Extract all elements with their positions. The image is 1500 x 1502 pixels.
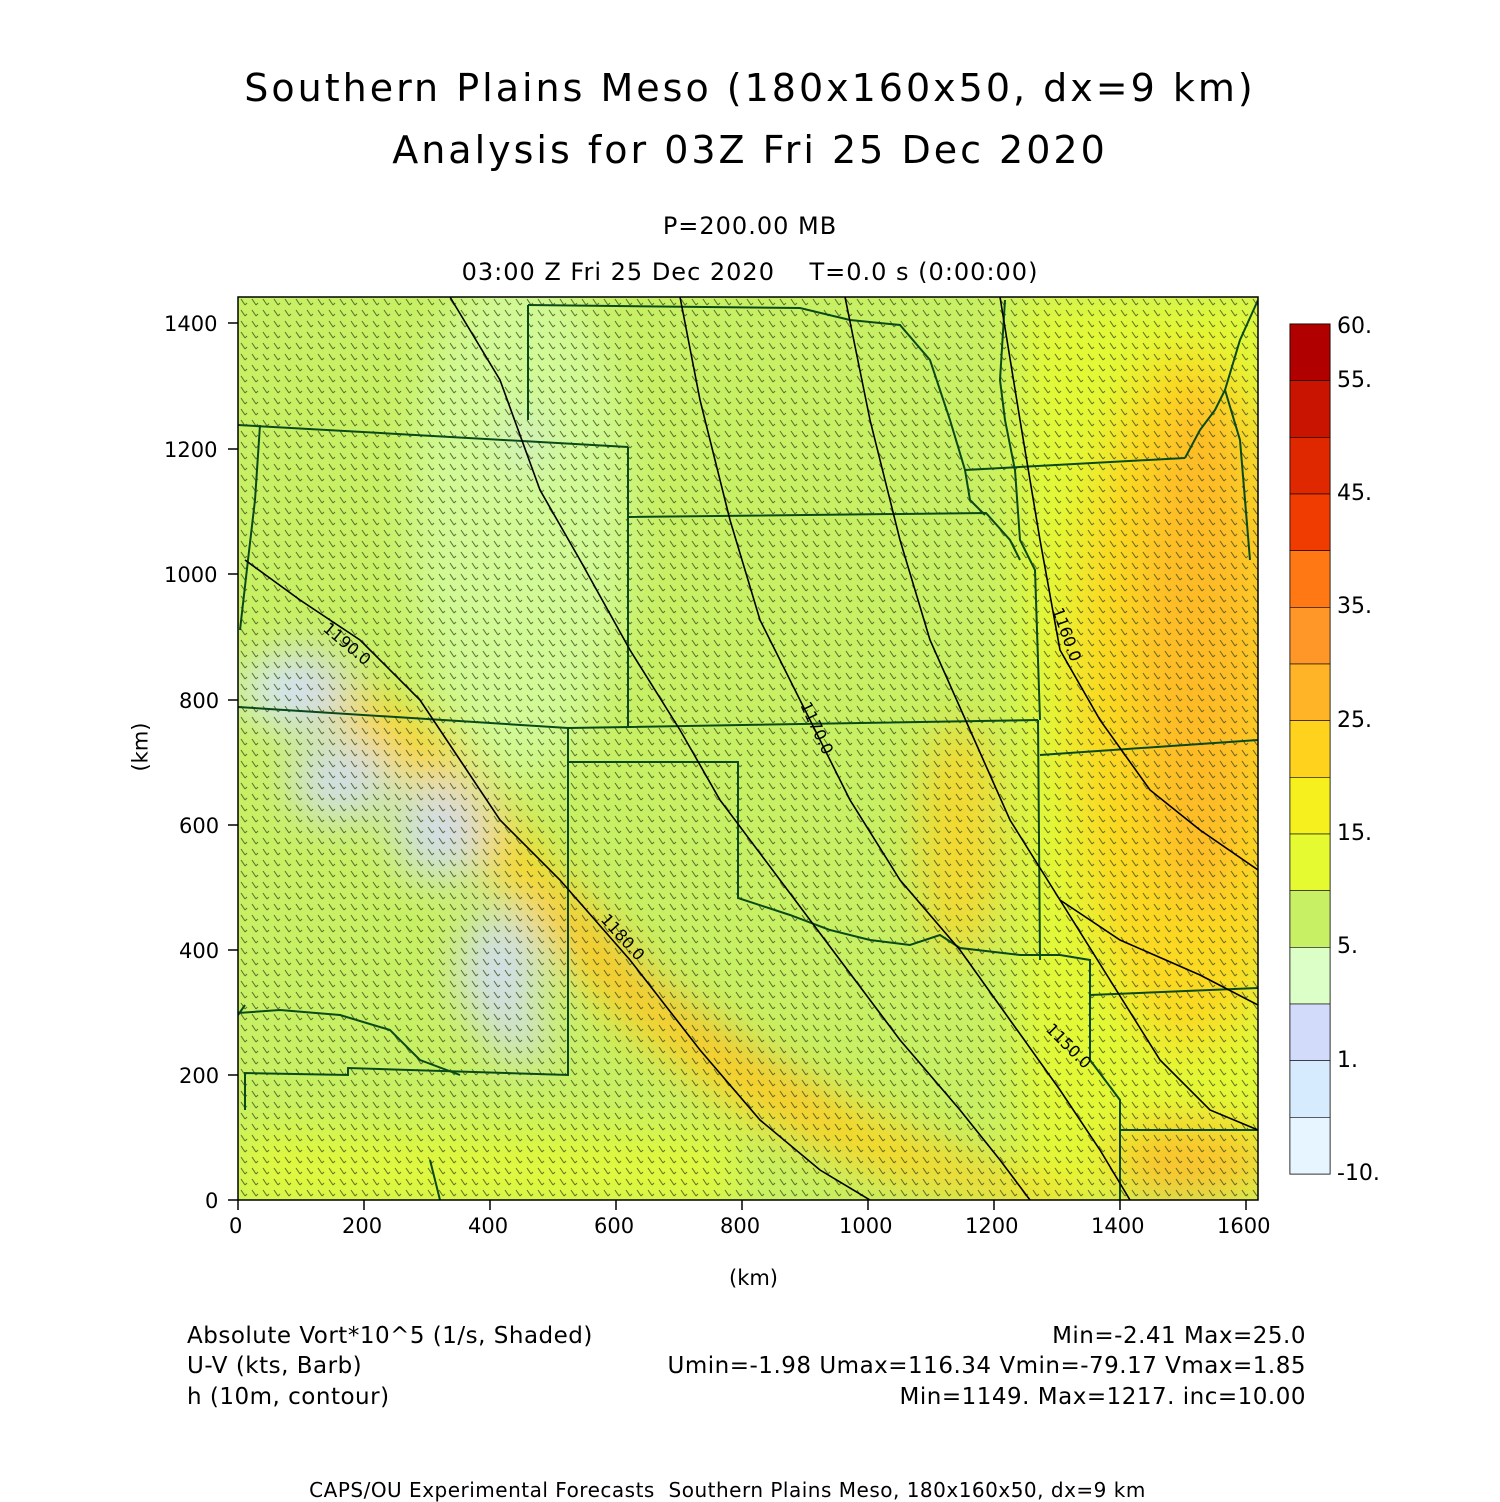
colorbar-swatch [1289,777,1331,835]
colorbar-label-25: 25. [1337,708,1372,733]
colorbar-label-60: 60. [1337,314,1372,339]
vorticity-shading [238,297,1258,1200]
plot-frame [237,296,1259,1201]
colorbar-swatch [1289,890,1331,948]
legend-shaded: Absolute Vort*10^5 (1/s, Shaded) [187,1323,593,1349]
colorbar-label-5: 5. [1337,934,1358,959]
legend-barb-range: Umin=-1.98 Umax=116.34 Vmin=-79.17 Vmax=… [667,1353,1306,1379]
colorbar-swatch [1289,1060,1331,1118]
colorbar-swatch [1289,607,1331,665]
x-tick-1200: 1200 [965,1214,1019,1238]
legend-shaded-range: Min=-2.41 Max=25.0 [1052,1323,1306,1349]
colorbar-swatch [1289,493,1331,551]
y-axis-label: (km) [128,722,153,772]
x-tick-1000: 1000 [839,1214,893,1238]
x-tick-200: 200 [342,1214,383,1238]
colorbar-swatch [1289,947,1331,1005]
colorbar-swatch [1289,1003,1331,1061]
x-tick-1600: 1600 [1217,1214,1271,1238]
colorbar-swatch [1289,380,1331,438]
y-tick-600: 600 [179,814,220,838]
colorbar-label-55: 55. [1337,368,1372,393]
y-tick-0: 0 [205,1189,219,1213]
y-tick-1200: 1200 [164,438,218,462]
y-tick-1400: 1400 [164,312,218,336]
colorbar-label-1: 1. [1337,1048,1358,1073]
title-line-2: Analysis for 03Z Fri 25 Dec 2020 [392,128,1108,172]
y-tick-400: 400 [179,939,220,963]
x-tick-600: 600 [594,1214,635,1238]
axis-ticks [228,322,1247,1210]
x-tick-0: 0 [229,1214,243,1238]
colorbar-label-35: 35. [1337,594,1372,619]
colorbar-swatch [1289,720,1331,778]
colorbar-label-minus10: -10. [1337,1161,1380,1186]
y-tick-1000: 1000 [164,563,218,587]
x-tick-1400: 1400 [1091,1214,1145,1238]
y-tick-800: 800 [179,689,220,713]
height-contours [244,297,1258,1200]
colorbar-swatch [1289,550,1331,608]
colorbar [1289,323,1331,1175]
state-boundaries [238,299,1258,1200]
y-tick-200: 200 [179,1064,220,1088]
legend-contour-range: Min=1149. Max=1217. inc=10.00 [899,1384,1306,1410]
x-tick-800: 800 [720,1214,761,1238]
legend-contour: h (10m, contour) [187,1384,390,1410]
colorbar-swatch [1289,833,1331,891]
colorbar-swatch [1289,663,1331,721]
valid-time: 03:00 Z Fri 25 Dec 2020 T=0.0 s (0:00:00… [461,258,1039,286]
legend-barb: U-V (kts, Barb) [187,1353,363,1379]
x-axis-label: (km) [729,1266,779,1290]
title-line-1: Southern Plains Meso (180x160x50, dx=9 k… [244,66,1256,110]
colorbar-swatch [1289,1117,1331,1175]
pressure-level: P=200.00 MB [662,212,838,240]
colorbar-label-15: 15. [1337,821,1372,846]
colorbar-swatch [1289,437,1331,495]
footer-credit: CAPS/OU Experimental Forecasts Southern … [309,1478,1146,1502]
colorbar-label-45: 45. [1337,481,1372,506]
colorbar-swatch [1289,323,1331,381]
x-tick-400: 400 [468,1214,509,1238]
